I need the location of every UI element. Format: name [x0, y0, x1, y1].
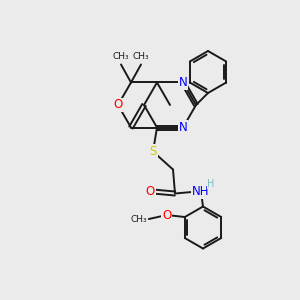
Text: CH₃: CH₃: [130, 214, 147, 224]
Text: H: H: [207, 178, 215, 188]
Text: N: N: [178, 76, 188, 89]
Text: CH₃: CH₃: [133, 52, 149, 62]
Text: O: O: [162, 208, 171, 221]
Text: CH₃: CH₃: [113, 52, 129, 62]
Text: O: O: [113, 98, 123, 112]
Text: NH: NH: [192, 185, 210, 198]
Text: S: S: [149, 145, 157, 158]
Text: O: O: [146, 185, 154, 198]
Text: N: N: [178, 121, 188, 134]
